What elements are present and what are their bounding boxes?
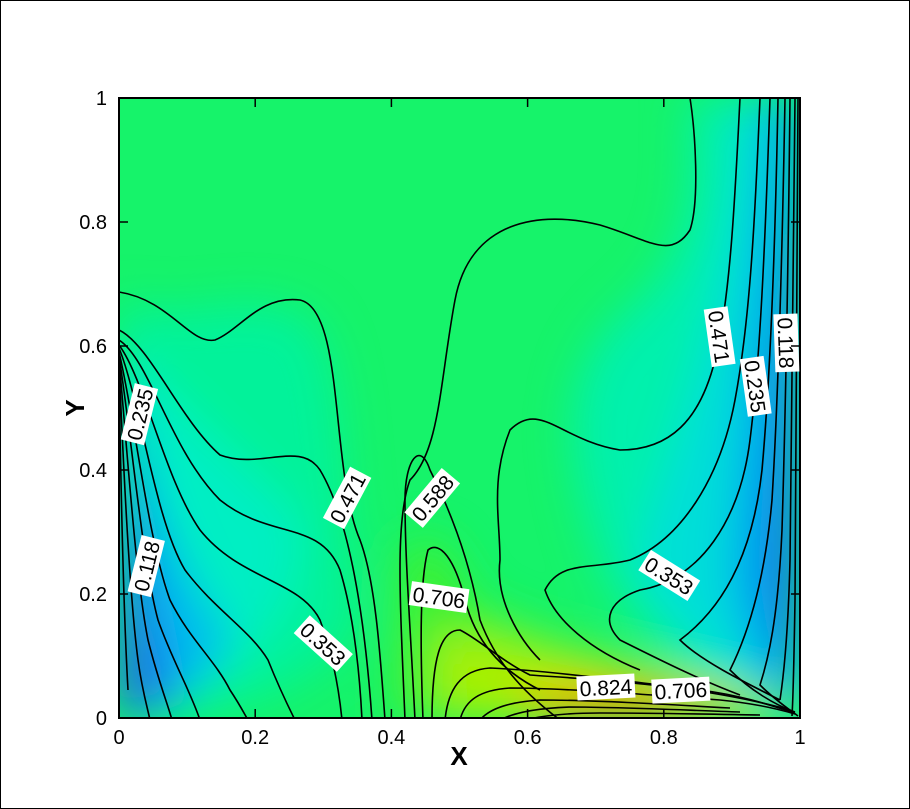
contour-label-text: 0.824: [579, 676, 633, 702]
contour-label: 0.824: [576, 673, 636, 702]
plot-border: [118, 97, 801, 719]
x-axis-ticks: 0 0.2 0.4 0.6 0.8 1: [113, 98, 806, 749]
contour-fill: [119, 98, 800, 718]
contour-label-background: [773, 313, 800, 373]
contour-label-background: [322, 466, 372, 530]
x-axis-title: X: [450, 741, 468, 771]
contour-label-background: [120, 383, 159, 446]
contour-label-background: [408, 581, 470, 614]
x-tick-label: 0.6: [514, 727, 542, 749]
y-axis-ticks: 0 0.2 0.4 0.6 0.8 1: [79, 88, 800, 730]
x-tick-label: 0.2: [241, 727, 269, 749]
contour-label-background: [576, 673, 636, 701]
y-tick-label: 0.8: [79, 212, 107, 234]
contour-label-text: 0.706: [654, 679, 708, 705]
contour-label-background: [651, 676, 711, 704]
x-tick-label: 1: [794, 727, 805, 749]
contour-label-background: [638, 549, 701, 601]
x-tick-label: 0.8: [650, 727, 678, 749]
y-tick-label: 0: [96, 708, 107, 730]
x-tick-label: 0: [113, 727, 124, 749]
y-tick-label: 0.4: [79, 460, 107, 482]
contour-label-background: [127, 535, 165, 598]
y-tick-label: 0.2: [79, 584, 107, 606]
y-axis-title: Y: [60, 399, 90, 416]
y-tick-label: 0.6: [79, 336, 107, 358]
x-tick-label: 0.4: [377, 727, 405, 749]
contour-label-background: [739, 355, 772, 417]
contour-label-background: [703, 306, 736, 368]
contour-label-background: [293, 615, 353, 672]
contour-label: 0.706: [651, 676, 711, 705]
y-tick-label: 1: [96, 88, 107, 110]
contour-label-text: 0.118: [772, 317, 797, 369]
contour-label: 0.118: [772, 313, 800, 373]
contour-label-background: [404, 467, 461, 528]
